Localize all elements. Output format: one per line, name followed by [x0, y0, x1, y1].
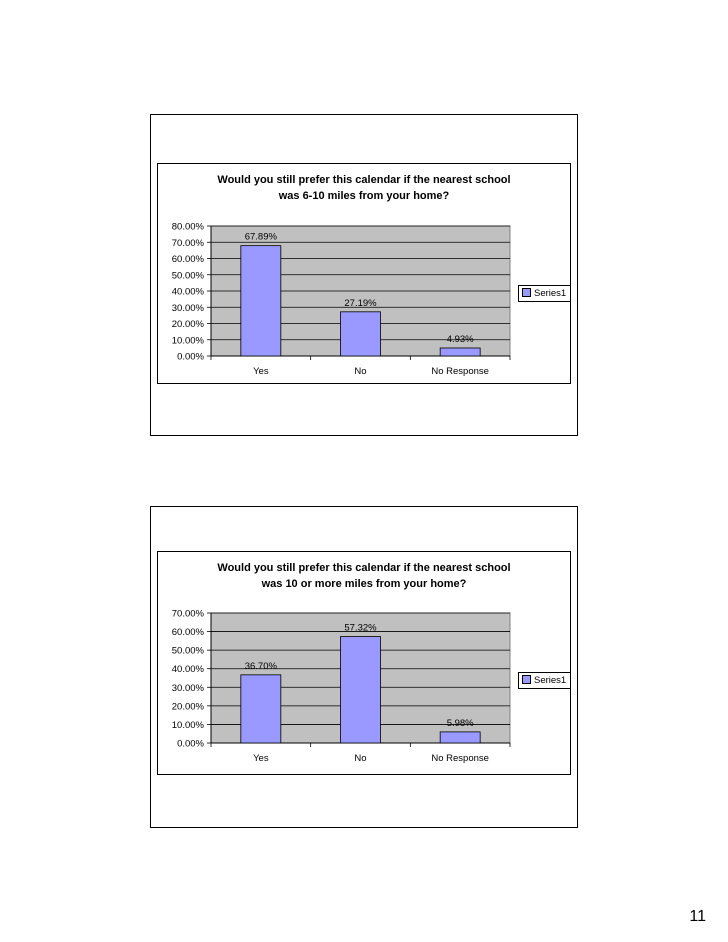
legend-swatch-icon — [522, 288, 531, 297]
data-label: 5.98% — [447, 718, 474, 729]
data-label: 67.89% — [245, 232, 278, 243]
y-tick-label: 70.00% — [172, 609, 205, 620]
chart-title-2: Would you still prefer this calendar if … — [158, 560, 570, 592]
slide-1: Would you still prefer this calendar if … — [150, 114, 578, 436]
y-tick-label: 30.00% — [172, 303, 205, 314]
chart-title-1-line-2: was 6-10 miles from your home? — [278, 190, 450, 202]
y-tick-label: 20.00% — [172, 701, 205, 712]
x-tick-label: No Response — [431, 753, 489, 764]
bar-chart-1: 0.00% 10.00% 20.00% 30.00% 40.00% 50.00% 60.00… — [172, 222, 511, 377]
chart-area-2: Would you still prefer this calendar if … — [157, 551, 572, 775]
data-label: 4.93% — [447, 334, 474, 345]
data-label: 57.32% — [344, 623, 377, 634]
bar-yes — [240, 245, 282, 357]
legend-label-1: Series1 — [534, 288, 567, 299]
x-tick-label: Yes — [253, 366, 269, 377]
x-tick-label: No Response — [431, 366, 489, 377]
y-tick-label: 80.00% — [172, 222, 205, 233]
bar-chart-2: 0.00% 10.00% 20.00% 30.00% 40.00% 50.00% 60.00… — [172, 609, 511, 764]
bar-no — [340, 311, 381, 357]
x-tick-label: No — [354, 753, 366, 764]
bar-no-response — [439, 731, 481, 744]
y-tick-label: 20.00% — [172, 319, 205, 330]
y-tick-label: 40.00% — [172, 664, 205, 675]
chart-title-1: Would you still prefer this calendar if … — [158, 172, 570, 204]
chart-title-1-line-1: Would you still prefer this calendar if … — [217, 174, 511, 186]
y-tick-label: 60.00% — [172, 254, 205, 265]
chart-title-2-line-2: was 10 or more miles from your home? — [261, 578, 467, 590]
x-tick-label: Yes — [253, 753, 269, 764]
y-tick-label: 30.00% — [172, 683, 205, 694]
y-tick-label: 40.00% — [172, 287, 205, 298]
bar-yes — [240, 674, 282, 744]
data-label: 27.19% — [344, 298, 377, 309]
bar-no-response — [439, 347, 481, 357]
chart-title-2-line-1: Would you still prefer this calendar if … — [217, 562, 511, 574]
legend-label-2: Series1 — [534, 675, 567, 686]
y-tick-label: 50.00% — [172, 270, 205, 281]
y-tick-label: 60.00% — [172, 627, 205, 638]
y-tick-label: 70.00% — [172, 238, 205, 249]
y-tick-label: 10.00% — [172, 720, 205, 731]
chart-area-1: Would you still prefer this calendar if … — [157, 163, 572, 384]
legend-2: Series1 — [518, 672, 572, 689]
legend-swatch-icon — [522, 675, 531, 684]
page-number: 11 — [689, 908, 706, 925]
x-tick-label: No — [354, 366, 366, 377]
y-tick-label: 0.00% — [177, 739, 204, 750]
y-tick-label: 0.00% — [177, 352, 204, 363]
y-tick-label: 50.00% — [172, 646, 205, 657]
y-tick-label: 10.00% — [172, 335, 205, 346]
bar-no — [340, 636, 381, 744]
legend-1: Series1 — [518, 285, 572, 302]
slide-2: Would you still prefer this calendar if … — [150, 506, 578, 828]
data-label: 36.70% — [245, 661, 278, 672]
